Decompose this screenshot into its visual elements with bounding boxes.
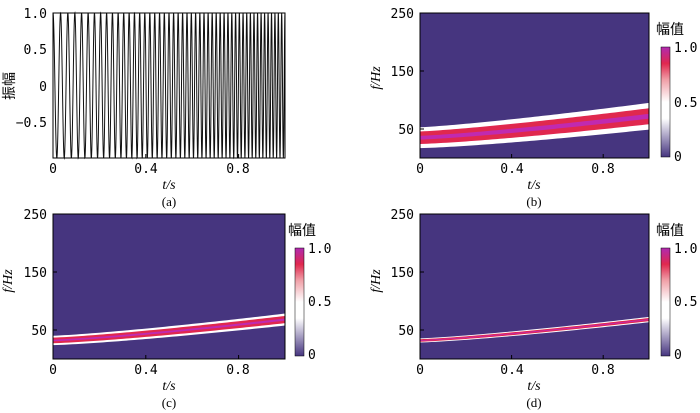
panel-d-background [420, 214, 649, 359]
panel-c: 幅值 1.0 0.5 0 250 150 50 0 0.4 0.8 t/s f/… [1, 208, 331, 410]
panel-d: 幅值 1.0 0.5 0 250 150 50 0 0.4 0.8 t/s f/… [369, 208, 697, 410]
panel-c-caption: (c) [162, 395, 176, 410]
panel-d-ytick-2: 150 [391, 266, 414, 281]
panel-a: 1.0 0.5 0 −0.5 0 0.4 0.8 t/s 振幅 (a) [2, 7, 286, 209]
panel-b: 幅值 1.0 0.5 0 250 150 50 0 0.4 0.8 t/s f/… [369, 7, 697, 209]
panel-c-ylabel: f/Hz [1, 269, 16, 293]
panel-d-plot [419, 213, 649, 359]
panel-a-ylabel: 振幅 [2, 72, 18, 100]
panel-b-colorbar-title: 幅值 [656, 22, 684, 38]
panel-b-frame [419, 12, 650, 159]
panel-d-colorbar [660, 247, 671, 357]
panel-d-caption: (d) [526, 395, 541, 410]
panel-c-ytick-1: 250 [24, 208, 47, 223]
panel-a-caption: (a) [162, 194, 176, 209]
panel-a-plot [52, 11, 286, 160]
panel-c-xtick-3: 0.8 [226, 363, 249, 378]
panel-c-ytick-3: 50 [31, 324, 47, 339]
panel-b-ytick-3: 50 [398, 123, 414, 138]
panel-d-cbtick-2: 0.5 [674, 295, 697, 310]
panel-a-ytick-4: −0.5 [16, 116, 47, 131]
panel-b-plot [419, 12, 649, 158]
panel-d-ytick-3: 50 [398, 324, 414, 339]
panel-d-xlabel: t/s [527, 379, 541, 394]
panel-b-colorbar [660, 46, 671, 158]
panel-c-xtick-1: 0 [49, 363, 57, 378]
panel-c-cbtick-3: 0 [308, 348, 316, 363]
panel-b-ridge-peak [420, 113, 649, 140]
panel-d-ylabel: f/Hz [369, 269, 384, 293]
panel-c-ridge-peak [53, 318, 285, 342]
panel-d-ytick-1: 250 [391, 208, 414, 223]
panel-c-ytick-2: 150 [24, 266, 47, 281]
panel-c-plot [52, 213, 285, 359]
panel-c-frame [52, 213, 286, 360]
panel-d-xtick-1: 0 [416, 363, 424, 378]
panel-b-xtick-2: 0.4 [500, 162, 524, 177]
panel-a-xtick-2: 0.4 [134, 162, 158, 177]
panel-b-caption: (b) [526, 194, 541, 209]
panel-c-xtick-2: 0.4 [134, 363, 158, 378]
panel-d-cbtick-3: 0 [674, 348, 682, 363]
panel-b-xtick-3: 0.8 [591, 162, 614, 177]
panel-b-ytick-1: 250 [391, 7, 414, 22]
panel-a-xtick-1: 0 [49, 162, 57, 177]
panel-a-xlabel: t/s [162, 178, 176, 193]
panel-c-xlabel: t/s [162, 379, 176, 394]
panel-b-xlabel: t/s [527, 178, 541, 193]
panel-a-xtick-3: 0.8 [226, 162, 249, 177]
panel-b-ylabel: f/Hz [369, 66, 384, 90]
panel-c-colorbar-title: 幅值 [288, 223, 316, 239]
panel-d-xtick-2: 0.4 [500, 363, 524, 378]
panel-b-xtick-1: 0 [416, 162, 424, 177]
panel-b-cbtick-3: 0 [674, 150, 682, 165]
panel-b-cbtick-2: 0.5 [674, 96, 697, 111]
panel-a-ytick-2: 0.5 [24, 43, 47, 58]
panel-b-cbtick-1: 1.0 [674, 41, 697, 56]
panel-c-colorbar [294, 247, 305, 357]
panel-a-ytick-3: 0 [39, 80, 47, 95]
panel-d-frame [419, 213, 650, 360]
panel-d-xtick-3: 0.8 [591, 363, 614, 378]
panel-b-ytick-2: 150 [391, 65, 414, 80]
panel-c-cbtick-2: 0.5 [308, 295, 331, 310]
panel-a-frame [52, 12, 286, 159]
panel-c-cbtick-1: 1.0 [308, 242, 331, 257]
panel-d-ridge [420, 317, 649, 342]
panel-a-ytick-1: 1.0 [24, 7, 47, 22]
panel-d-cbtick-1: 1.0 [674, 242, 697, 257]
panel-d-colorbar-title: 幅值 [656, 223, 684, 239]
